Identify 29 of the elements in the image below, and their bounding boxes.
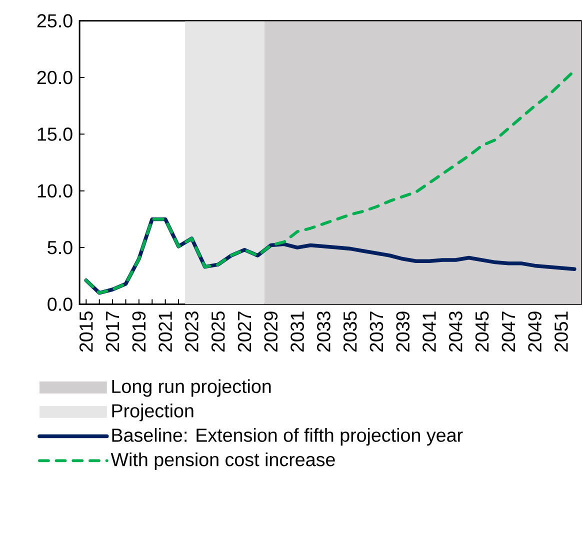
- x-tick-label: 2025: [211, 311, 225, 352]
- x-tick-label: 2031: [290, 312, 304, 352]
- y-tick-label: 5.0: [48, 240, 72, 254]
- x-tick-label: 2019: [132, 312, 146, 352]
- x-tick-label: 2017: [106, 312, 120, 352]
- y-tick-label: 25.0: [37, 14, 72, 28]
- x-tick-label: 2027: [238, 312, 252, 352]
- legend-label: Baseline: Extension of fifth projection year: [112, 428, 463, 446]
- x-tick-label: 2051: [554, 312, 568, 352]
- x-tick-label: 2023: [185, 311, 198, 352]
- x-tick-label: 2033: [317, 311, 330, 352]
- x-tick-label: 2041: [422, 312, 436, 352]
- y-tick-label: 0.0: [48, 297, 72, 311]
- x-tick-label: 2039: [396, 312, 410, 352]
- legend-label: Long run projection: [112, 379, 271, 397]
- x-tick-label: 2047: [502, 312, 516, 352]
- x-tick-label: 2043: [448, 311, 462, 352]
- legend-label: Projection: [112, 404, 194, 422]
- y-tick-label: 20.0: [37, 70, 72, 84]
- x-tick-label: 2045: [475, 311, 489, 352]
- x-tick-label: 2015: [79, 311, 93, 352]
- x-tick-label: 2049: [528, 312, 542, 352]
- y-tick-label: 15.0: [38, 127, 72, 141]
- x-tick-label: 2035: [343, 311, 357, 352]
- legend-label: With pension cost increase: [110, 452, 335, 470]
- y-tick-label: 10.0: [38, 184, 72, 198]
- x-tick-label: 2021: [158, 312, 172, 352]
- x-tick-label: 2029: [264, 312, 278, 352]
- x-tick-label: 2037: [370, 312, 384, 352]
